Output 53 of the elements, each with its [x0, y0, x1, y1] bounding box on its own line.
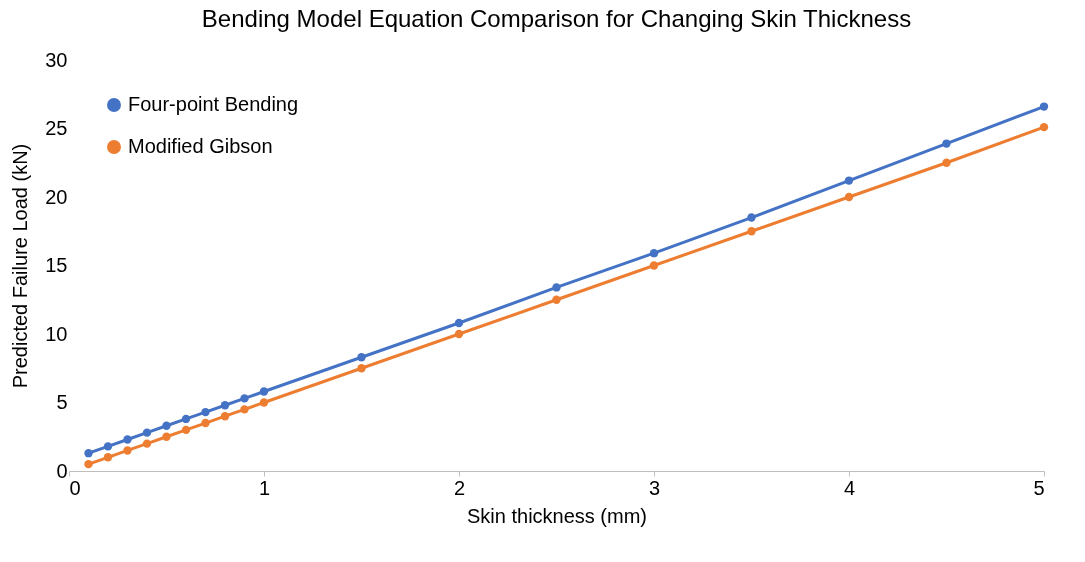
point: [181, 414, 191, 424]
point: [103, 442, 113, 451]
y-tick-label: 20: [45, 185, 68, 208]
x-tick-label: 5: [1033, 476, 1045, 499]
point: [201, 418, 210, 428]
point: [942, 139, 951, 148]
point: [142, 439, 152, 448]
point: [201, 407, 210, 417]
y-tick-label: 10: [45, 322, 68, 345]
point: [123, 446, 132, 455]
x-axis-title: Skin thickness (mm): [466, 504, 648, 527]
point: [844, 176, 854, 185]
point: [942, 158, 951, 167]
point: [162, 421, 171, 430]
point: [103, 453, 113, 462]
point: [552, 283, 561, 292]
y-tick-label: 0: [56, 459, 68, 482]
y-tick-label: 30: [45, 48, 68, 71]
x-tick-label: 3: [648, 476, 661, 499]
y-tick-label: 5: [56, 391, 68, 413]
point: [649, 249, 659, 258]
point: [357, 364, 366, 373]
point: [142, 428, 152, 437]
point: [649, 261, 659, 270]
point: [220, 401, 230, 410]
x-tick-label: 2: [453, 476, 466, 499]
point: [84, 459, 93, 469]
point: [240, 394, 249, 403]
point: [259, 398, 269, 407]
y-tick-label: 15: [45, 254, 68, 276]
legend-label: Modified Gibson: [128, 135, 273, 157]
point: [162, 432, 171, 441]
x-tick-label: 1: [258, 476, 271, 499]
chart-title: Bending Model Equation Comparison for Changing Skin Thickness: [201, 5, 912, 32]
point: [844, 192, 854, 202]
point: [259, 387, 269, 396]
point: [123, 435, 132, 444]
legend-label: Four-point Bending: [128, 93, 299, 115]
point: [240, 405, 249, 414]
point: [454, 329, 464, 339]
point: [84, 449, 93, 458]
point: [220, 412, 230, 421]
point: [181, 425, 191, 435]
point: [747, 227, 756, 236]
point: [1039, 102, 1049, 111]
y-tick-label: 25: [45, 117, 68, 139]
point: [552, 295, 561, 304]
x-tick-label: 4: [843, 476, 856, 499]
y-axis-title: Predicted Failure Load (kN): [9, 143, 32, 389]
point: [1039, 122, 1049, 132]
point: [357, 353, 366, 362]
point: [747, 213, 756, 222]
point: [454, 318, 464, 328]
